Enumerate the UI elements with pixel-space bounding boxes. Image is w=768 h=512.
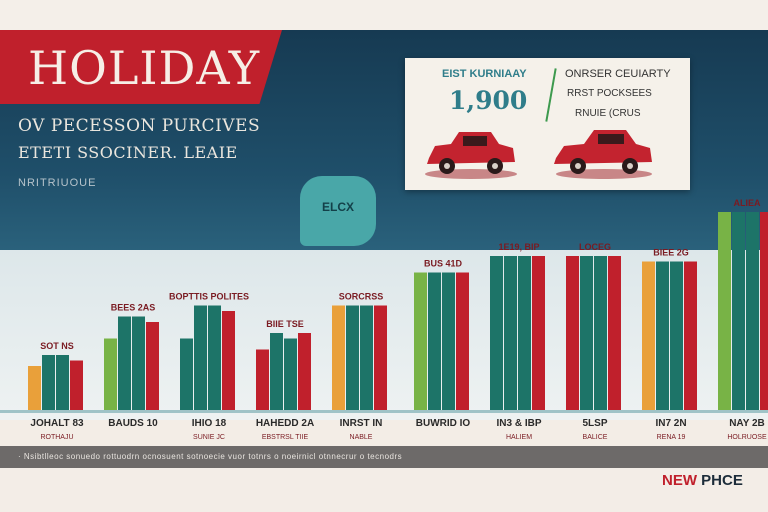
brand-logo: NEW PHCE	[662, 472, 743, 489]
bar	[518, 256, 531, 410]
brand-suffix: PHCE	[701, 472, 743, 489]
brand-mark: NEW	[662, 472, 697, 489]
bar	[594, 256, 607, 410]
bar	[222, 311, 235, 410]
tick-label: IHIO 18	[192, 418, 227, 429]
bar	[270, 333, 283, 410]
value-label: 1E19, BIP	[498, 242, 539, 252]
value-label: LOCEG	[579, 242, 611, 252]
bar	[456, 272, 469, 410]
card-divider	[545, 68, 557, 122]
tick-sublabel: EBSTRSL TIIE	[262, 434, 309, 441]
bar	[566, 256, 579, 410]
value-label: BIIE TSE	[266, 319, 304, 329]
bar	[256, 349, 269, 410]
bar	[360, 305, 373, 410]
tick-sublabel: SUNIE JC	[193, 434, 225, 441]
value-label: BOPTTIS POLITES	[169, 292, 249, 302]
tick-label: IN7 2N	[655, 418, 686, 429]
bar	[42, 355, 55, 410]
bar	[670, 261, 683, 410]
tick-sublabel: NABLE	[350, 434, 373, 441]
value-label: BEES 2AS	[111, 303, 156, 313]
bar	[414, 272, 427, 410]
card-line-right-1: RRST POCKSEES	[567, 88, 652, 99]
bar	[298, 333, 311, 410]
tick-label: HAHEDD 2A	[256, 418, 314, 429]
tick-sublabel: BALICE	[583, 434, 608, 441]
x-axis-baseline	[0, 410, 768, 413]
tick-label: NAY 2B	[729, 418, 765, 429]
bar	[504, 256, 517, 410]
tick-label: IN3 & IBP	[496, 418, 541, 429]
bar	[442, 272, 455, 410]
subtitle-line-2: ETETI SSOCINER. LEAIE	[18, 143, 238, 162]
bar	[684, 261, 697, 410]
bar	[70, 360, 83, 410]
bar	[656, 261, 669, 410]
bar	[118, 316, 131, 410]
tick-sublabel: HALIEM	[506, 434, 532, 441]
bar	[194, 305, 207, 410]
tick-sublabel: RENA 19	[657, 434, 686, 441]
tick-sublabel: ROTHAJU	[40, 434, 73, 441]
tick-label: JOHALT 83	[30, 418, 84, 429]
car-icon	[425, 132, 517, 179]
footer-fine-print: · Nsibtlleoc sonuedo rottuodrn ocnosuent…	[18, 452, 403, 461]
value-label: SOT NS	[40, 341, 74, 351]
bar	[428, 272, 441, 410]
callout-label: ELCX	[321, 200, 354, 214]
card-heading-left: EIST KURNIAAY	[442, 68, 527, 80]
bar	[28, 366, 41, 410]
value-label: SORCRSS	[339, 292, 384, 302]
bar	[490, 256, 503, 410]
value-label: ALIEA	[734, 198, 762, 208]
callout-bubble: ELCX	[300, 176, 376, 246]
bar	[208, 305, 221, 410]
tick-label: INRST IN	[340, 418, 383, 429]
page-title: HOLIDAY	[28, 41, 261, 95]
subtitle-line-3: NRITRIUOUE	[18, 177, 97, 189]
tick-label: 5LSP	[582, 418, 607, 429]
bar	[532, 256, 545, 410]
tick-sublabel: HOLRUOSE	[727, 434, 767, 441]
footer-band	[0, 446, 768, 468]
top-margin	[0, 0, 768, 30]
card-heading-right: ONRSER CEUIARTY	[565, 68, 671, 80]
bar	[180, 338, 193, 410]
bar	[284, 338, 297, 410]
bar	[346, 305, 359, 410]
bar	[332, 305, 345, 410]
tick-label: BUWRID IO	[416, 418, 471, 429]
tick-label: BAUDS 10	[108, 418, 158, 429]
title-ribbon	[0, 30, 282, 104]
subtitle-line-1: OV PECESSON PURCIVES	[18, 116, 261, 136]
bar	[718, 212, 731, 410]
bar	[104, 338, 117, 410]
bar	[374, 305, 387, 410]
bar	[732, 212, 745, 410]
info-card: EIST KURNIAAY 1,900 ONRSER CEUIARTY RRST…	[405, 58, 690, 190]
bar	[642, 261, 655, 410]
bar	[760, 212, 768, 410]
bar	[608, 256, 621, 410]
value-label: BUS 41D	[424, 259, 463, 269]
car-icon	[554, 130, 652, 179]
bar	[746, 212, 759, 410]
bar	[56, 355, 69, 410]
value-label: BIEE 2G	[653, 248, 689, 258]
bar	[146, 322, 159, 410]
card-big-value: 1,900	[449, 86, 528, 115]
bar	[580, 256, 593, 410]
bar	[132, 316, 145, 410]
card-line-right-2: RNUIE (CRUS	[575, 108, 641, 119]
